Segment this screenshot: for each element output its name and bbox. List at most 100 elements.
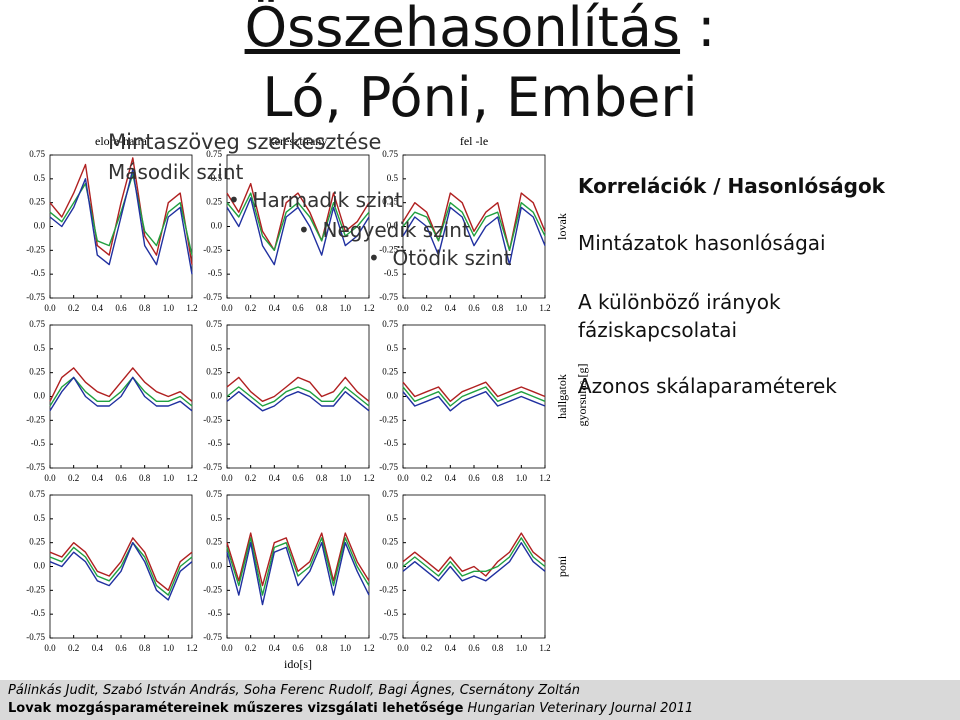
- series-line: [49, 168, 193, 275]
- row-label: lovak: [555, 213, 569, 240]
- x-tick-label: 0.2: [245, 473, 256, 483]
- panel-title: fel -le: [460, 134, 488, 148]
- notes-heading: Korrelációk / Hasonlóságok: [578, 174, 885, 198]
- series-line: [402, 542, 546, 582]
- y-tick-label: -0.25: [26, 584, 45, 594]
- y-tick-label: 0.25: [382, 537, 398, 547]
- x-tick-label: 1.0: [163, 473, 175, 483]
- x-tick-label: 0.4: [445, 303, 457, 313]
- x-tick-label: 0.0: [397, 473, 409, 483]
- series-line: [49, 537, 193, 591]
- x-tick-label: 0.0: [397, 643, 409, 653]
- x-tick-label: 1.0: [163, 643, 175, 653]
- plot-frame: [226, 324, 370, 469]
- x-tick-label: 0.0: [221, 473, 233, 483]
- note: Mintázatok hasonlóságai: [578, 231, 826, 255]
- x-tick-label: 0.8: [139, 643, 151, 653]
- x-tick-label: 0.4: [92, 643, 104, 653]
- x-tick-label: 1.2: [363, 643, 374, 653]
- series-line: [226, 197, 370, 266]
- y-tick-label: -0.5: [31, 438, 46, 448]
- series-line: [402, 537, 546, 577]
- y-tick-label: 0.75: [382, 489, 398, 499]
- title: :: [680, 0, 716, 59]
- x-tick-label: 0.0: [44, 643, 56, 653]
- x-tick-label: 0.6: [468, 303, 480, 313]
- x-tick-label: 0.4: [445, 473, 457, 483]
- x-axis-label: ido[s]: [284, 657, 312, 671]
- series-line: [49, 542, 193, 596]
- x-tick-label: 1.2: [363, 473, 374, 483]
- x-tick-label: 0.6: [115, 473, 127, 483]
- x-tick-label: 1.2: [539, 303, 550, 313]
- x-tick-label: 1.2: [539, 473, 550, 483]
- series-line: [402, 381, 546, 402]
- series-line: [226, 386, 370, 407]
- placeholder-text: Harmadik szint: [252, 188, 403, 212]
- x-tick-label: 0.8: [316, 473, 328, 483]
- y-tick-label: 0.75: [29, 319, 45, 329]
- x-tick-label: 0.2: [68, 303, 79, 313]
- x-tick-label: 0.0: [44, 303, 56, 313]
- y-tick-label: 0.25: [29, 367, 45, 377]
- series-line: [402, 532, 546, 577]
- y-tick-label: 0.0: [211, 561, 223, 571]
- y-tick-label: -0.25: [203, 414, 222, 424]
- series-line: [226, 542, 370, 606]
- x-tick-label: 1.2: [539, 643, 550, 653]
- panel-title: keresztirany: [269, 134, 328, 148]
- y-axis-label: gyorsulas [g]: [575, 364, 589, 427]
- y-tick-label: 0.5: [387, 513, 399, 523]
- y-tick-label: 0.75: [206, 489, 222, 499]
- x-tick-label: 1.2: [186, 303, 197, 313]
- y-tick-label: 0.25: [206, 537, 222, 547]
- x-tick-label: 0.6: [292, 643, 304, 653]
- series-line: [226, 391, 370, 412]
- y-tick-label: 0.0: [34, 221, 46, 231]
- series-line: [49, 542, 193, 601]
- paper-title: Lovak mozgásparamétereinek műszeres vizs…: [8, 701, 464, 716]
- x-tick-label: 0.6: [292, 473, 304, 483]
- y-tick-label: -0.75: [26, 292, 45, 302]
- series-line: [226, 182, 370, 251]
- title-line: Összehasonlítás :: [0, 0, 960, 58]
- x-tick-label: 0.8: [316, 303, 328, 313]
- y-tick-label: -0.5: [384, 608, 399, 618]
- y-tick-label: 0.5: [34, 173, 46, 183]
- series-line: [402, 192, 546, 251]
- placeholder-text: • Harmadik szint: [228, 188, 403, 212]
- placeholder-text: Második szint: [108, 160, 244, 184]
- x-tick-label: 0.2: [421, 643, 432, 653]
- x-tick-label: 0.2: [68, 643, 79, 653]
- x-tick-label: 0.2: [245, 643, 256, 653]
- y-tick-label: -0.25: [26, 244, 45, 254]
- citation: Lovak mozgásparamétereinek műszeres vizs…: [8, 701, 693, 716]
- y-tick-label: -0.5: [31, 268, 46, 278]
- y-tick-label: 0.75: [29, 489, 45, 499]
- x-tick-label: 1.0: [163, 303, 175, 313]
- y-tick-label: 0.0: [387, 391, 399, 401]
- x-tick-label: 1.0: [516, 473, 528, 483]
- y-tick-label: 0.5: [211, 513, 223, 523]
- row-label: poni: [555, 555, 569, 577]
- series-line: [49, 157, 193, 265]
- x-tick-label: 1.0: [340, 473, 352, 483]
- y-tick-label: -0.5: [208, 268, 223, 278]
- y-tick-label: -0.25: [379, 244, 398, 254]
- title: Ló, Póni, Emberi: [262, 66, 698, 129]
- x-tick-label: 1.0: [516, 303, 528, 313]
- x-tick-label: 0.6: [115, 643, 127, 653]
- x-tick-label: 0.2: [245, 303, 256, 313]
- series-line: [226, 532, 370, 587]
- plot-frame: [226, 494, 370, 639]
- series-line: [402, 386, 546, 407]
- title: Összehasonlítás: [244, 0, 681, 59]
- x-tick-label: 0.8: [139, 473, 151, 483]
- y-tick-label: 0.75: [382, 149, 398, 159]
- y-tick-label: -0.5: [384, 268, 399, 278]
- x-tick-label: 0.6: [115, 303, 127, 313]
- y-tick-label: -0.25: [203, 244, 222, 254]
- y-tick-label: -0.5: [31, 608, 46, 618]
- x-tick-label: 1.2: [186, 473, 197, 483]
